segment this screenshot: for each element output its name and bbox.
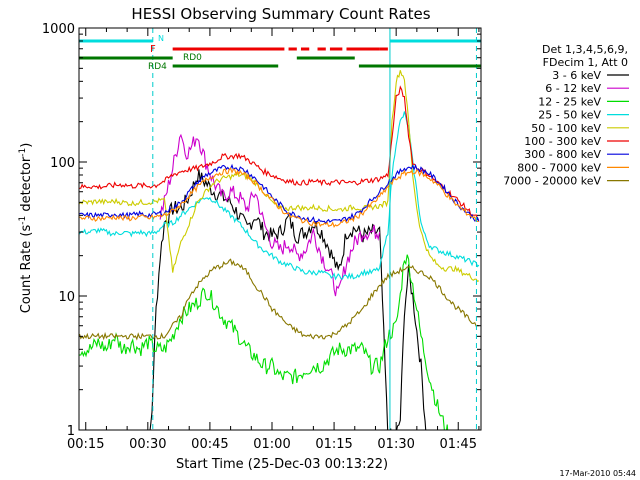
y-axis-label-sup2: -1 bbox=[18, 148, 28, 157]
legend-header-0: Det 1,3,4,5,6,9, bbox=[542, 43, 628, 56]
legend-label-1: 6 - 12 keV bbox=[545, 82, 601, 95]
series-line-1 bbox=[159, 133, 381, 297]
legend-label-0: 3 - 6 keV bbox=[552, 69, 601, 82]
y-axis-label-part3: ) bbox=[19, 143, 34, 148]
y-axis-label-part2: detector bbox=[19, 156, 34, 216]
x-axis-label: Start Time (25-Dec-03 00:13:22) bbox=[176, 457, 388, 472]
legend-label-2: 12 - 25 keV bbox=[538, 95, 601, 108]
series-line-4 bbox=[79, 70, 480, 282]
series-line-5 bbox=[79, 85, 479, 221]
series-line-2 bbox=[79, 254, 449, 430]
series-line-7 bbox=[79, 167, 479, 228]
y-tick-label-0: 1 bbox=[67, 424, 75, 439]
x-tick-label-5: 01:30 bbox=[377, 437, 414, 452]
state-bar-label-f: F bbox=[150, 44, 156, 55]
series-line-8 bbox=[79, 258, 479, 341]
y-tick-label-2: 100 bbox=[50, 156, 75, 171]
x-tick-label-2: 00:45 bbox=[191, 437, 228, 452]
state-bar-label-rd0: RD0 bbox=[183, 53, 202, 63]
x-tick-label-0: 00:15 bbox=[67, 437, 104, 452]
legend-label-4: 50 - 100 keV bbox=[531, 122, 601, 135]
x-tick-label-1: 00:30 bbox=[129, 437, 166, 452]
footer-timestamp: 17-Mar-2010 05:44 bbox=[560, 469, 637, 478]
legend-label-6: 300 - 800 keV bbox=[524, 148, 601, 161]
svg-text:Count Rate (s-1 detector-1): Count Rate (s-1 detector-1) bbox=[18, 143, 34, 314]
plot-frame bbox=[78, 27, 482, 431]
legend-label-8: 7000 - 20000 keV bbox=[503, 175, 601, 188]
chart-title: HESSI Observing Summary Count Rates bbox=[131, 5, 430, 23]
legend-label-5: 100 - 300 keV bbox=[524, 135, 601, 148]
x-tick-label-6: 01:45 bbox=[440, 437, 477, 452]
y-tick-label-1: 10 bbox=[58, 290, 75, 305]
y-axis-label-sup1: -1 bbox=[18, 216, 28, 225]
legend-header-1: FDecim 1, Att 0 bbox=[543, 56, 628, 69]
legend-label-7: 800 - 7000 keV bbox=[517, 161, 601, 174]
y-tick-label-3: 1000 bbox=[42, 22, 75, 37]
state-bar-label-rd4: RD4 bbox=[148, 62, 167, 72]
series-line-6 bbox=[79, 163, 480, 225]
x-tick-label-3: 01:00 bbox=[253, 437, 290, 452]
y-axis-label-part1: Count Rate (s bbox=[19, 225, 34, 314]
series-group bbox=[79, 28, 481, 430]
state-bar-label-n: N bbox=[158, 34, 164, 43]
x-tick-label-4: 01:15 bbox=[315, 437, 352, 452]
y-axis-label: Count Rate (s-1 detector-1) bbox=[18, 143, 34, 314]
legend-label-3: 25 - 50 keV bbox=[538, 109, 601, 122]
series-line-3 bbox=[79, 111, 480, 281]
